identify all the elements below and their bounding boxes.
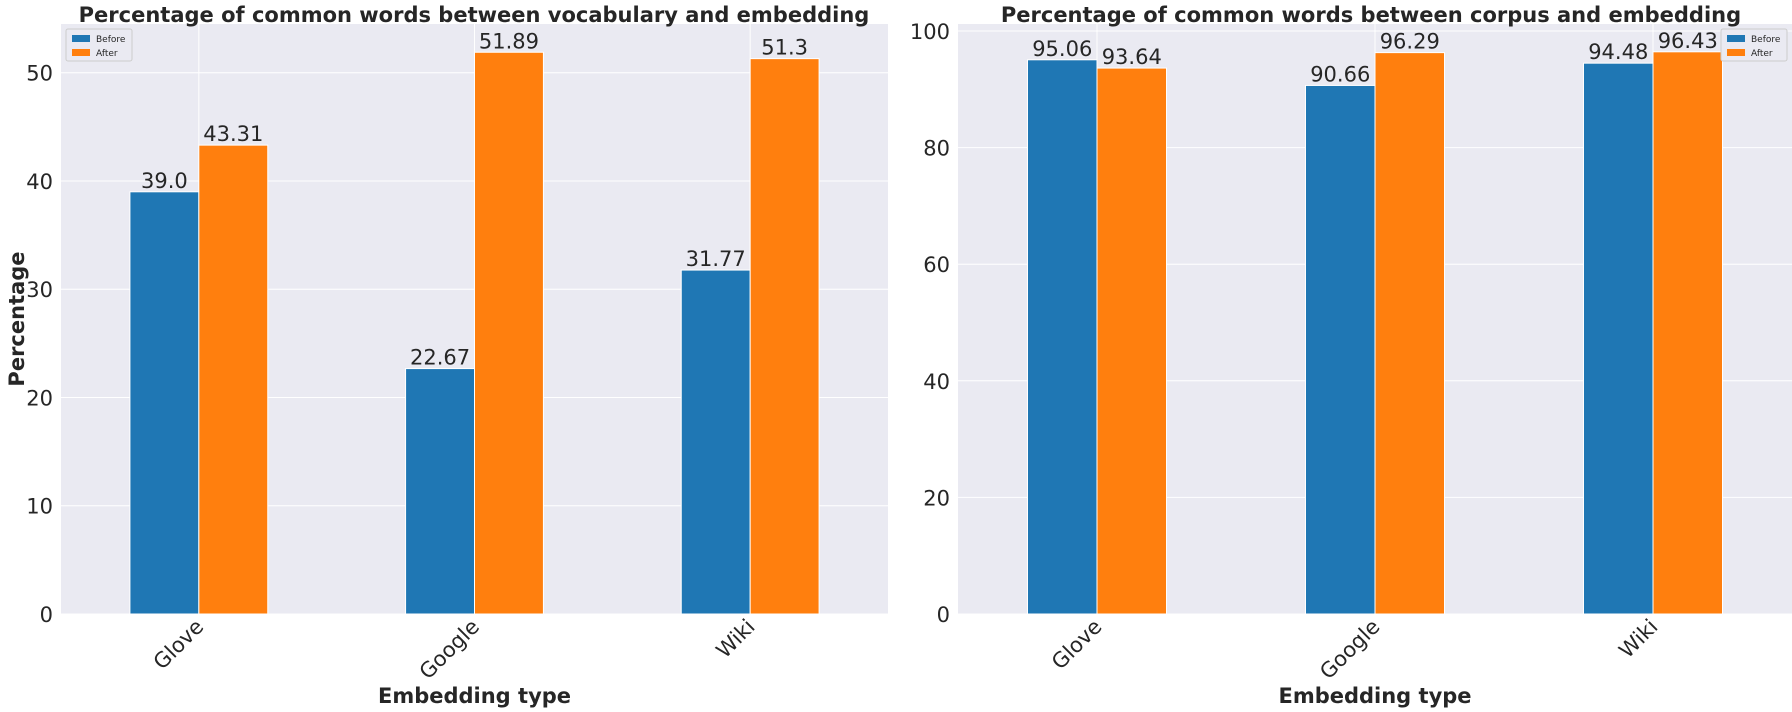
data-label: 96.29 [1380,30,1440,54]
x-tick-label: Wiki [1614,615,1662,663]
data-label: 93.64 [1102,45,1162,69]
chart-title: Percentage of common words between vocab… [79,3,870,27]
data-label: 51.89 [479,29,539,53]
y-axis-label: Percentage [5,251,29,386]
legend-swatch-after [1727,49,1745,56]
chart-title: Percentage of common words between corpu… [1001,3,1741,27]
y-tick-label: 10 [26,495,53,519]
legend-swatch-after [72,49,90,56]
data-label: 39.0 [141,169,188,193]
chart-2: 0 20 40 60 80 100 95.06 90.66 94.48 93.64 96.29 96.… [910,3,1792,708]
bar-before [1027,59,1098,615]
data-label: 51.3 [761,36,808,60]
data-label: 95.06 [1032,37,1092,61]
bar-after [1096,67,1167,615]
y-tick-label: 100 [910,20,950,44]
bar-before [129,191,200,615]
x-tick-label: Glove [1047,615,1107,675]
legend-label: After [96,49,118,59]
bar-before [1583,62,1654,615]
legend: Before After [1720,28,1788,62]
legend-label: After [1751,49,1773,59]
y-tick-label: 0 [40,603,53,627]
y-tick-label: 80 [923,137,950,161]
legend-label: Before [1751,35,1781,45]
data-label: 22.67 [410,346,470,370]
x-tick-label: Wiki [712,615,760,663]
bar-before [680,269,751,615]
data-label: 90.66 [1310,62,1370,86]
x-tick-label: Google [1315,615,1384,684]
y-tick-label: 30 [26,278,53,302]
bar-after [198,144,269,615]
bar-after [474,51,544,615]
data-label: 43.31 [203,122,263,146]
y-tick-label: 20 [26,386,53,410]
y-tick-label: 0 [937,603,950,627]
legend: Before After [65,28,133,62]
x-axis-label: Embedding type [378,684,571,708]
y-tick-label: 60 [923,253,950,277]
x-axis-label: Embedding type [1278,684,1471,708]
bar-after [1652,51,1723,615]
legend-label: Before [96,35,126,45]
legend-swatch-before [1727,35,1745,42]
x-tick-label: Google [415,615,484,684]
chart-1: 0 10 20 30 40 50 39.0 22.67 31.77 43.31 51.89 51.3 G… [5,3,888,708]
data-label: 94.48 [1588,40,1648,64]
y-tick-label: 40 [923,370,950,394]
bar-before [405,368,476,615]
legend-swatch-before [72,35,90,42]
bar-after [749,58,820,615]
y-tick-label: 20 [923,486,950,510]
data-label: 31.77 [686,247,746,271]
y-tick-label: 40 [26,170,53,194]
bar-after [1374,52,1445,615]
y-tick-label: 50 [26,62,53,86]
x-tick-label: Glove [149,615,209,675]
data-label: 96.43 [1658,29,1718,53]
bar-before [1305,84,1376,615]
